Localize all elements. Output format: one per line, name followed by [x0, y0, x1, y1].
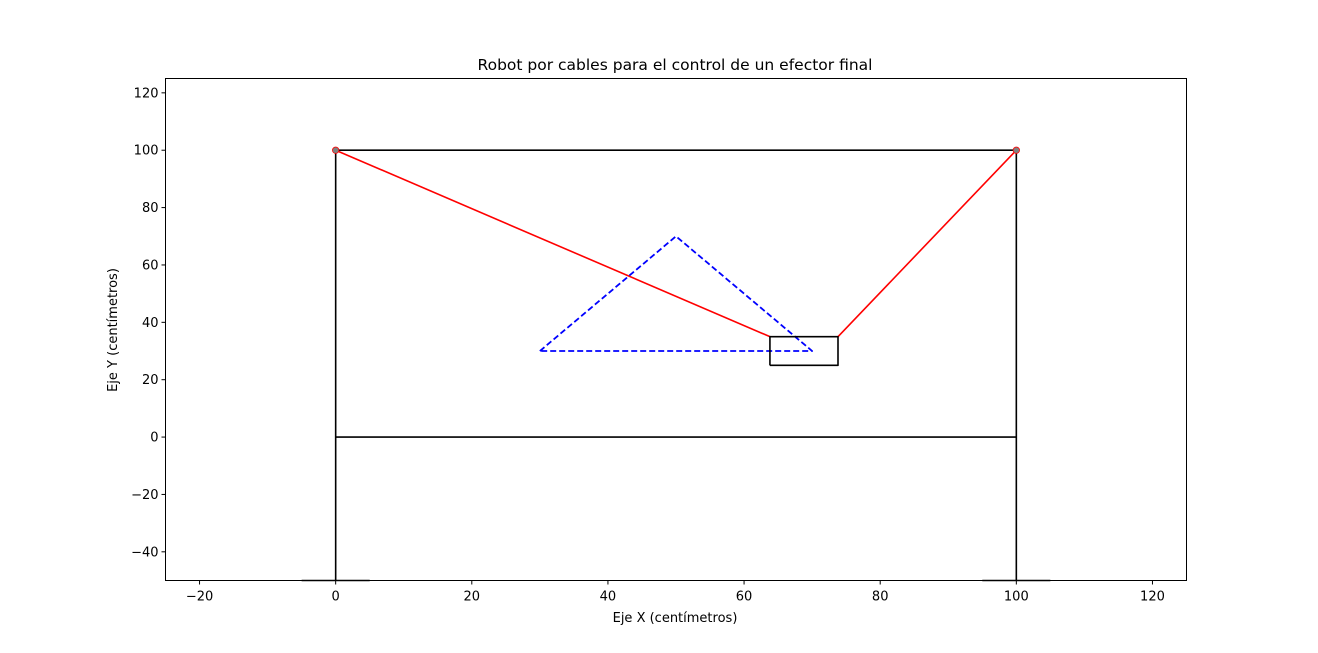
- y-tick-label: −20: [131, 488, 158, 503]
- x-tick-label: 120: [1140, 590, 1165, 605]
- y-axis-label: Eje Y (centímetros): [106, 268, 121, 392]
- plot-frame: [165, 78, 1187, 581]
- x-tick-label: 20: [464, 590, 481, 605]
- frame-line: [334, 149, 1018, 581]
- x-tick-label: 100: [1004, 590, 1029, 605]
- y-tick-label: 100: [134, 144, 159, 159]
- y-tick-label: 40: [142, 316, 159, 331]
- x-tick-label: 40: [600, 590, 617, 605]
- x-tick-label: 60: [736, 590, 753, 605]
- y-tick-label: 80: [142, 201, 159, 216]
- y-axis: −40 −20 0 20 40 60 80 100 120: [131, 86, 166, 560]
- y-tick-label: −40: [131, 545, 158, 560]
- x-tick-label: 80: [872, 590, 889, 605]
- x-tick-label: −20: [186, 590, 213, 605]
- chart-title: Robot por cables para el control de un e…: [478, 56, 873, 74]
- x-axis-label: Eje X (centímetros): [613, 611, 738, 626]
- x-tick-label: 0: [332, 590, 340, 605]
- cable-line: [335, 149, 771, 338]
- y-tick-label: 0: [150, 431, 158, 446]
- plot-area: [301, 146, 1051, 582]
- y-tick-label: 120: [134, 86, 159, 101]
- y-tick-label: 20: [142, 373, 159, 388]
- anchor-point: [332, 146, 340, 154]
- cable-line: [837, 149, 1017, 338]
- end-effector: [769, 335, 839, 367]
- anchor-point: [1012, 146, 1020, 154]
- x-axis: −20 0 20 40 60 80 100 120: [186, 580, 1165, 605]
- y-tick-label: 60: [142, 258, 159, 273]
